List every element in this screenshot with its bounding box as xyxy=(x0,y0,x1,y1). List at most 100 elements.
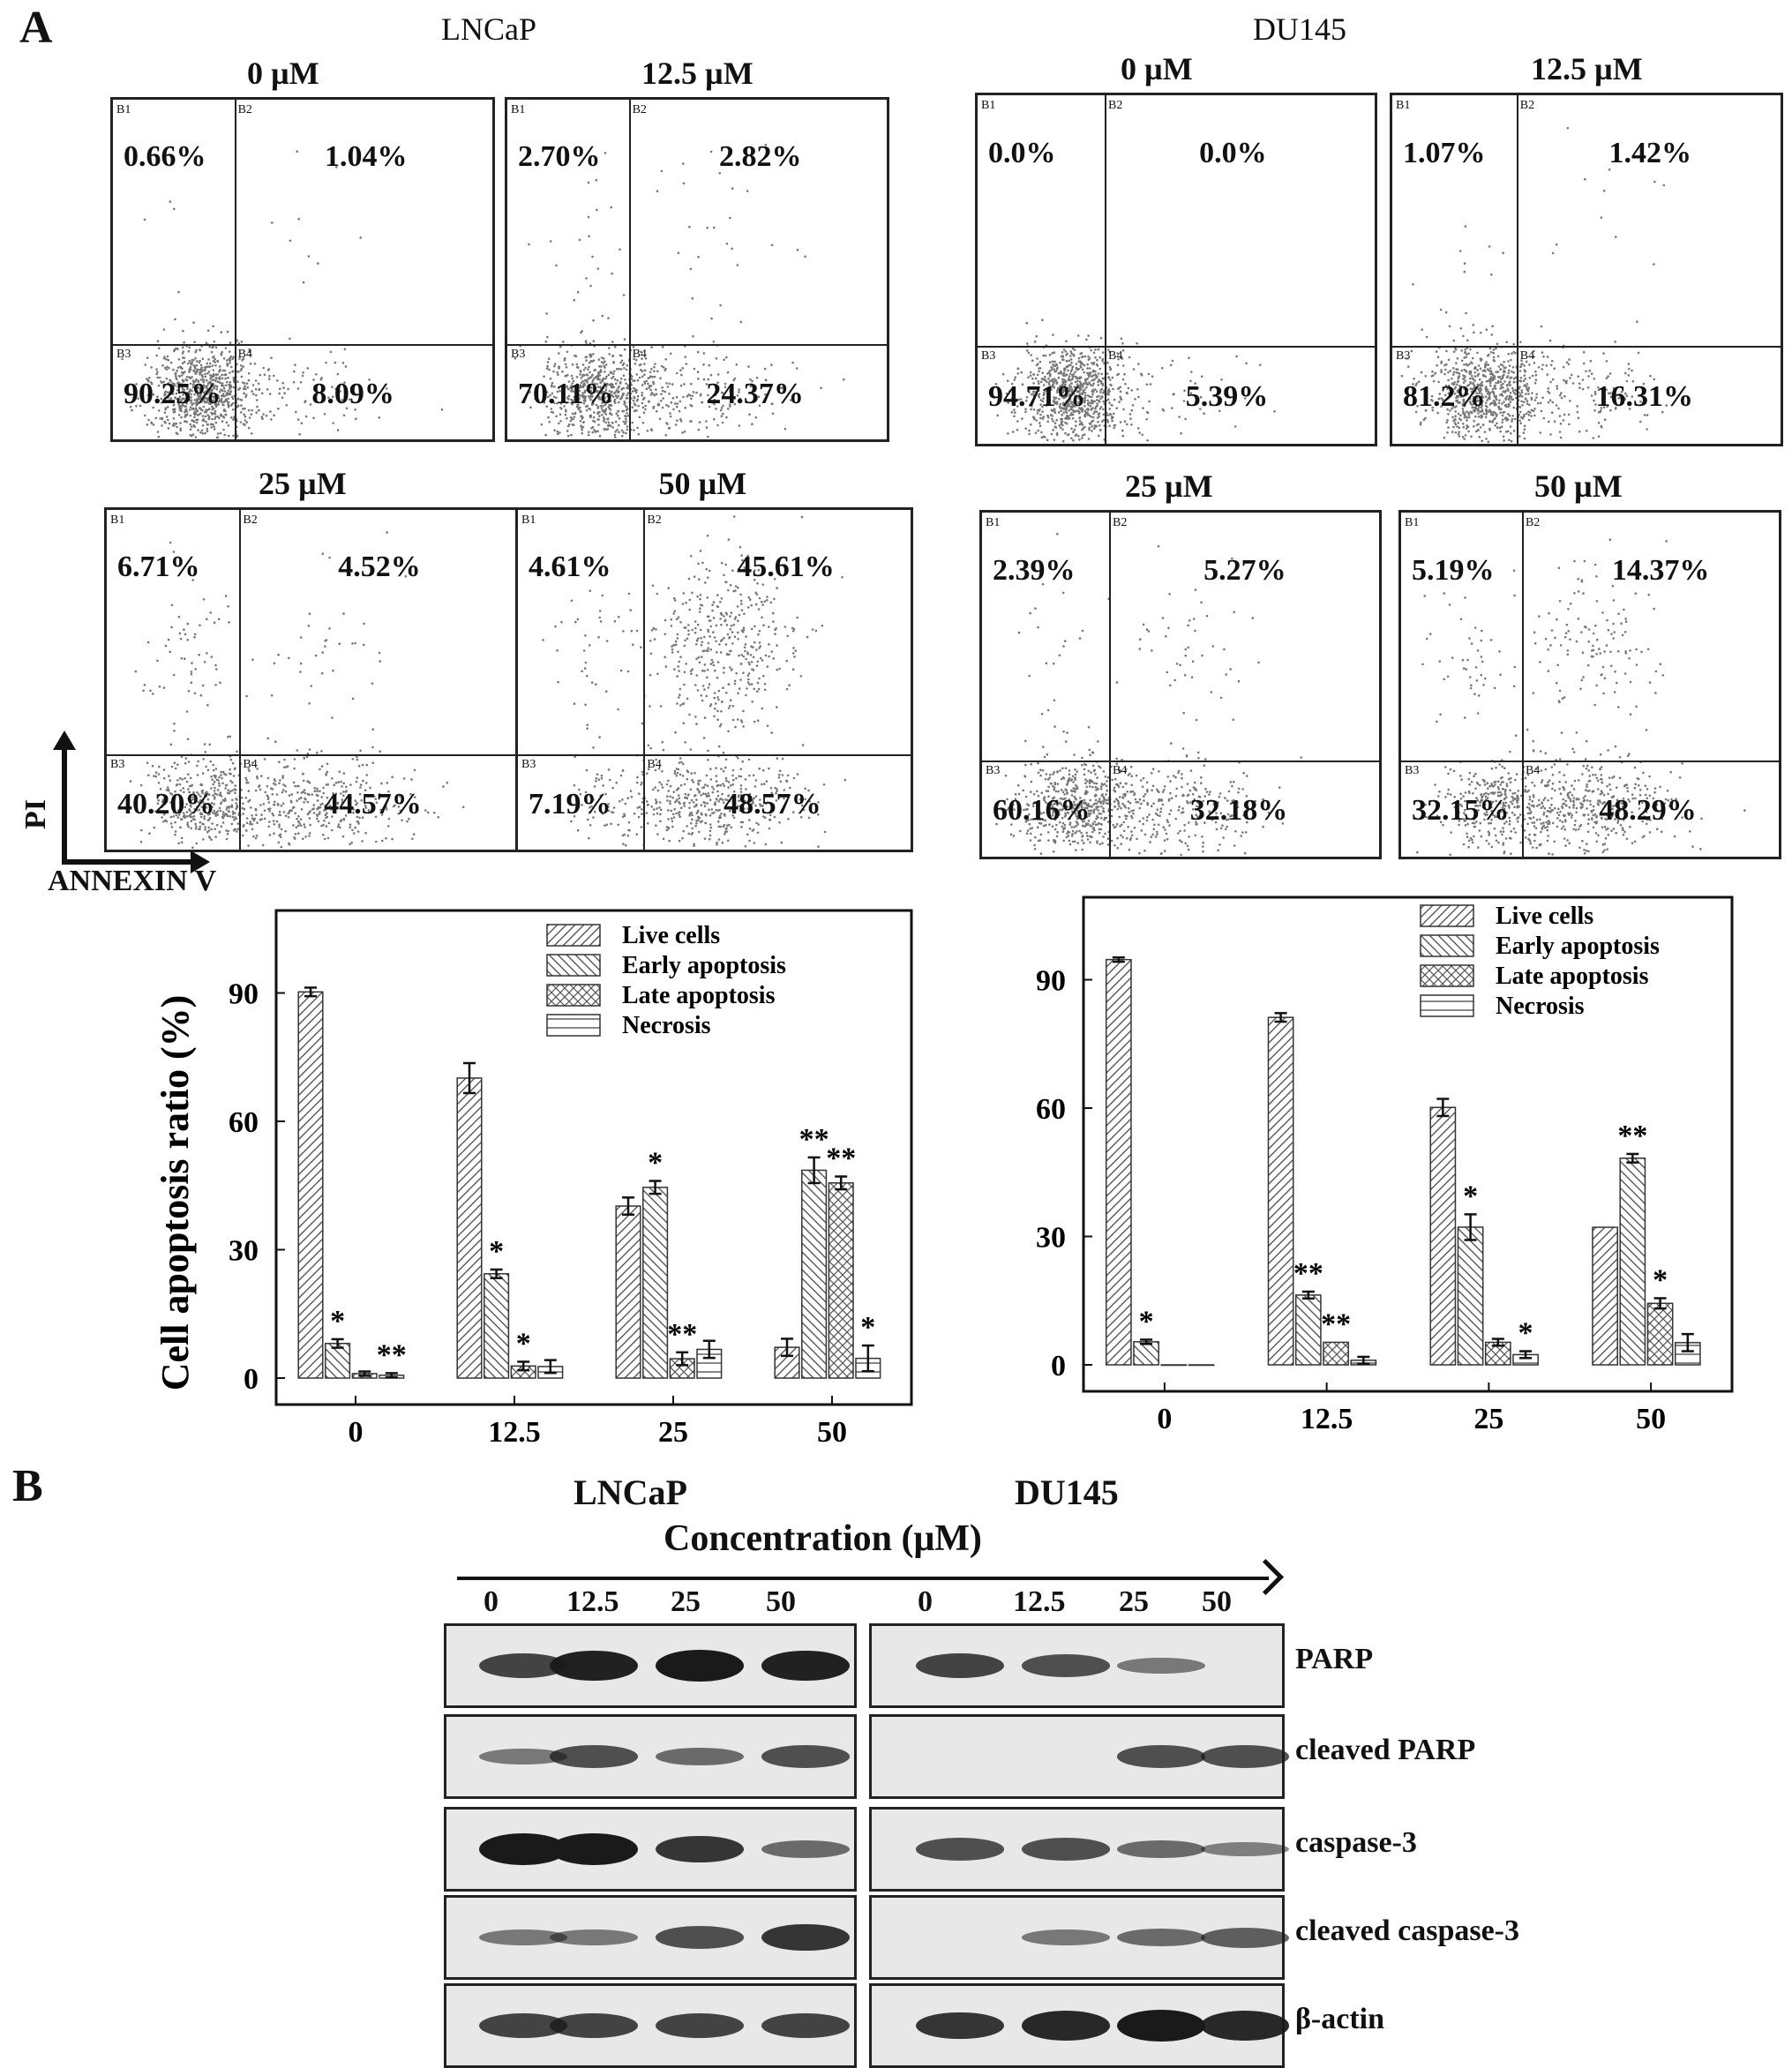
scatter-point xyxy=(744,650,746,653)
scatter-point xyxy=(297,825,300,828)
scatter-point xyxy=(285,404,288,407)
scatter-point xyxy=(180,638,183,641)
scatter-point xyxy=(616,389,619,392)
scatter-point xyxy=(155,771,158,774)
scatter-point xyxy=(708,642,710,645)
scatter-point xyxy=(759,641,761,644)
scatter-point xyxy=(184,633,187,636)
scatter-point xyxy=(161,364,164,367)
scatter-point xyxy=(1030,354,1032,356)
scatter-point xyxy=(739,424,741,427)
scatter-point xyxy=(1451,416,1454,419)
scatter-point xyxy=(628,821,631,824)
scatter-point xyxy=(748,759,751,761)
scatter-point xyxy=(710,663,713,665)
scatter-point xyxy=(709,635,711,638)
scatter-point xyxy=(242,408,244,410)
scatter-point xyxy=(1058,377,1061,379)
scatter-point xyxy=(356,759,359,761)
scatter-point xyxy=(246,817,249,820)
scatter-point xyxy=(683,802,686,805)
scatter-point xyxy=(210,838,213,841)
scatter-point xyxy=(600,365,603,368)
scatter-point xyxy=(767,724,769,727)
scatter-point xyxy=(1465,312,1467,315)
scatter-point xyxy=(299,671,302,673)
scatter-point xyxy=(217,432,220,435)
scatter-point xyxy=(267,826,270,828)
scatter-point xyxy=(146,423,149,426)
scatter-point xyxy=(711,659,714,662)
scatter-point xyxy=(184,762,187,765)
scatter-point xyxy=(194,366,197,369)
scatter-point xyxy=(349,823,352,826)
scatter-point xyxy=(678,661,680,663)
scatter-point xyxy=(219,365,221,368)
scatter-point xyxy=(580,370,582,372)
scatter-point xyxy=(245,421,248,423)
scatter-point xyxy=(1476,424,1479,427)
scatter-point xyxy=(608,353,611,356)
scatter-point xyxy=(720,784,723,787)
scatter-point xyxy=(737,718,739,721)
scatter-point xyxy=(586,727,589,730)
scatter-point xyxy=(663,838,665,841)
scatter-point xyxy=(719,601,722,603)
scatter-point xyxy=(692,335,694,338)
scatter-point xyxy=(1469,378,1472,380)
scatter-point xyxy=(754,721,756,723)
scatter-point xyxy=(755,603,758,606)
scatter-point xyxy=(224,799,227,802)
scatter-point xyxy=(679,840,681,843)
scatter-point xyxy=(193,416,196,418)
scatter-point xyxy=(705,695,708,698)
scatter-point xyxy=(1055,370,1058,372)
scatter-point xyxy=(596,209,598,212)
scatter-point xyxy=(1087,394,1090,397)
scatter-point xyxy=(723,752,725,754)
scatter-point xyxy=(362,780,364,783)
scatter-point xyxy=(690,398,693,401)
scatter-point xyxy=(226,363,229,365)
scatter-point xyxy=(214,664,217,667)
scatter-point xyxy=(211,375,214,378)
scatter-point xyxy=(691,669,694,671)
scatter-point xyxy=(1129,413,1132,416)
scatter-point xyxy=(150,366,153,369)
scatter-point xyxy=(1027,376,1030,378)
scatter-point xyxy=(573,423,575,426)
scatter-point xyxy=(739,678,742,681)
scatter-point xyxy=(677,772,679,775)
scatter-point xyxy=(643,373,646,376)
scatter-point xyxy=(1524,425,1526,428)
scatter-point xyxy=(716,784,719,787)
scatter-point xyxy=(1493,359,1496,362)
scatter-point xyxy=(301,791,304,794)
scatter-point xyxy=(700,637,702,640)
scatter-point xyxy=(1452,340,1455,342)
scatter-point xyxy=(698,791,701,794)
scatter-point xyxy=(600,369,603,371)
scatter-point xyxy=(256,399,259,401)
scatter-point xyxy=(140,829,143,832)
scatter-point xyxy=(1099,429,1102,431)
scatter-point xyxy=(618,368,620,371)
scatter-point xyxy=(592,746,595,749)
scatter-point xyxy=(723,615,725,618)
scatter-point xyxy=(1491,391,1494,393)
scatter-point xyxy=(735,777,738,780)
scatter-point xyxy=(690,404,693,407)
scatter-point xyxy=(294,758,296,761)
scatter-point xyxy=(1106,372,1109,375)
scatter-point xyxy=(704,716,707,719)
scatter-point xyxy=(706,426,709,429)
scatter-point xyxy=(571,375,574,378)
scatter-point xyxy=(273,783,275,785)
scatter-point xyxy=(700,550,702,552)
scatter-point xyxy=(1039,417,1042,420)
scatter-point xyxy=(211,418,214,421)
scatter-point xyxy=(676,396,679,399)
scatter-point xyxy=(1097,421,1099,423)
scatter-point xyxy=(181,778,184,781)
